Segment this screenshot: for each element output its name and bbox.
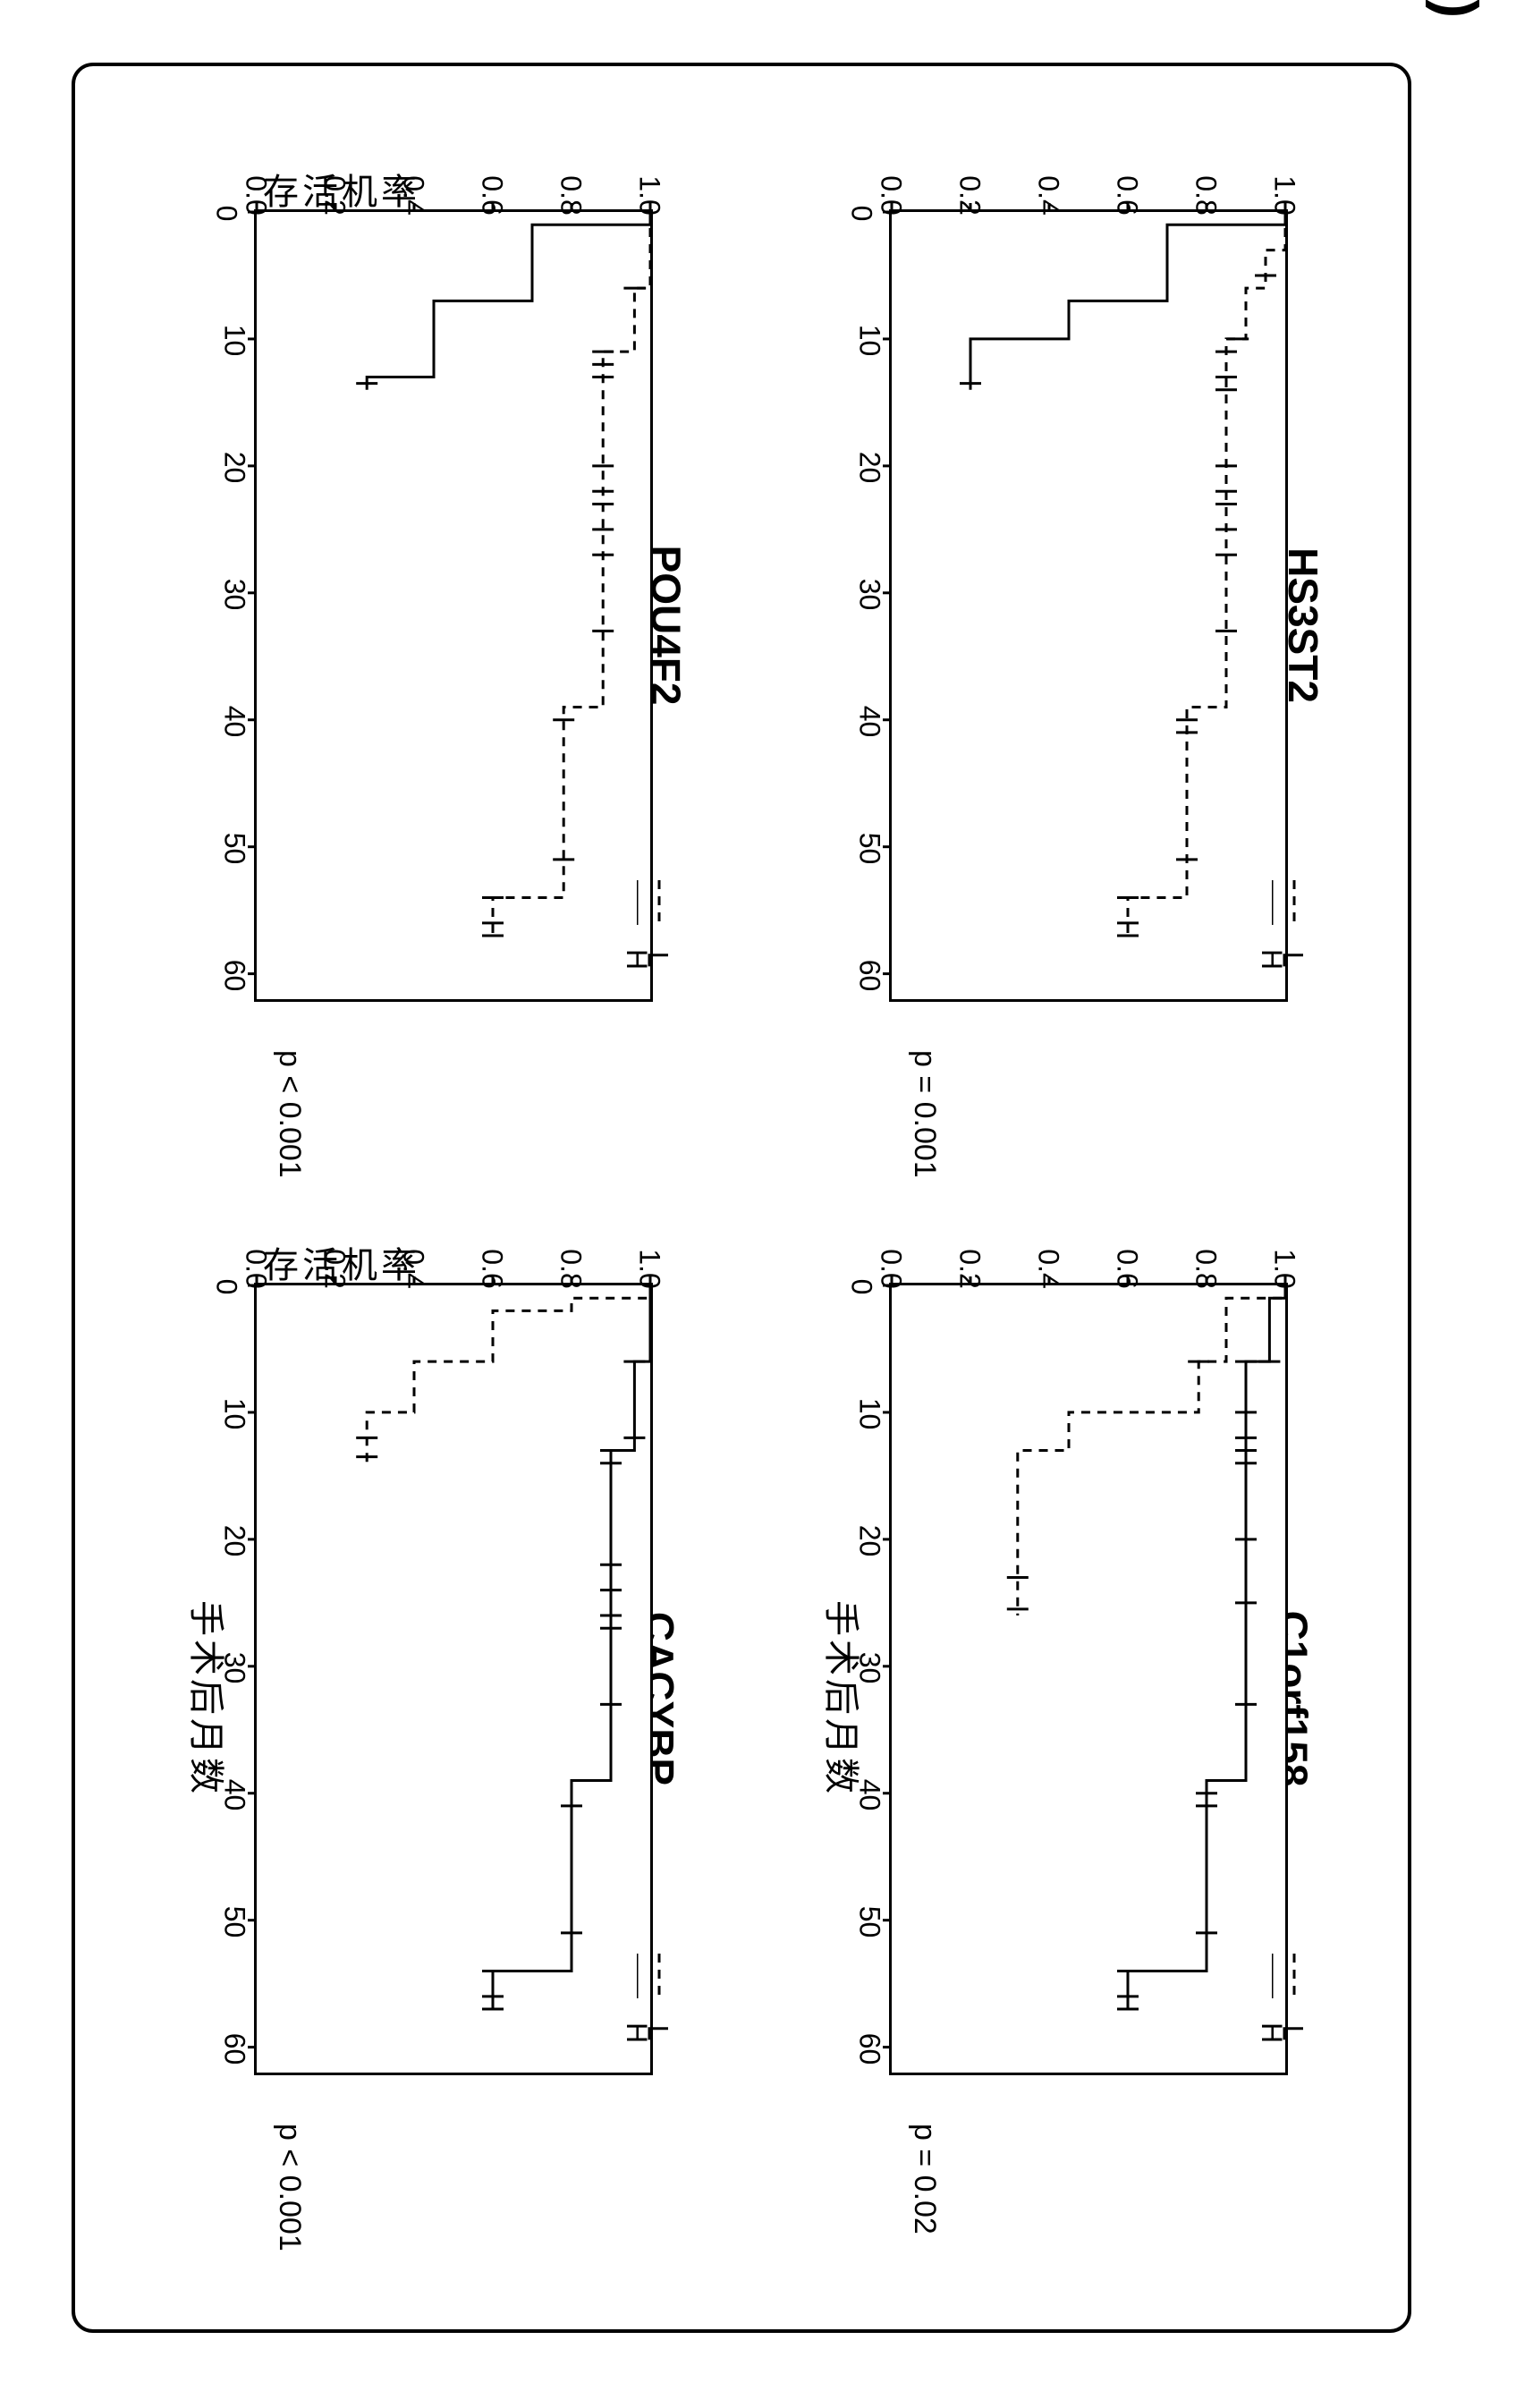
x-tick-label: 0 bbox=[209, 206, 242, 222]
y-tick-label: 0.8 bbox=[555, 175, 588, 215]
y-tick-label: 0.4 bbox=[1032, 1249, 1065, 1288]
x-tick-label: 0 bbox=[844, 1279, 877, 1295]
x-tick-label: 50 bbox=[852, 832, 885, 864]
km-chart bbox=[892, 212, 1285, 999]
figure-border: 存活机率 POU4F2 HL 0.00.20.40.60.81.00102030… bbox=[72, 63, 1411, 2333]
x-tick-label: 30 bbox=[852, 1652, 885, 1684]
y-tick-label: 1.0 bbox=[633, 1249, 666, 1288]
legend-l-label: L bbox=[640, 2025, 673, 2041]
x-tick-label: 40 bbox=[217, 705, 250, 737]
y-tick-label: 0.4 bbox=[1032, 175, 1065, 215]
plot-cacybp: 存活机率 手术后月数 CACYBP HL 0.00.20.40.60.81.00… bbox=[129, 1211, 737, 2186]
panel-label: (b) bbox=[1425, 0, 1491, 18]
y-tick-label: 0.0 bbox=[875, 1249, 908, 1288]
plot-pou4f2: 存活机率 POU4F2 HL 0.00.20.40.60.81.00102030… bbox=[129, 138, 737, 1113]
x-tick-label: 50 bbox=[217, 1905, 250, 1937]
x-tick-label: 10 bbox=[852, 1398, 885, 1430]
legend: HL bbox=[1272, 871, 1317, 996]
axis-box bbox=[254, 209, 653, 1002]
km-chart bbox=[257, 212, 650, 999]
x-tick-label: 50 bbox=[217, 832, 250, 864]
x-tick-label: 20 bbox=[852, 452, 885, 484]
p-value: p < 0.001 bbox=[272, 1050, 307, 1178]
x-tick-label: 10 bbox=[217, 1398, 250, 1430]
y-tick-label: 0.6 bbox=[476, 1249, 509, 1288]
y-tick-label: 0.0 bbox=[240, 175, 273, 215]
legend-l-label: L bbox=[1275, 952, 1309, 968]
y-tick-label: 0.2 bbox=[318, 175, 351, 215]
x-tick-label: 40 bbox=[217, 1778, 250, 1810]
y-tick-label: 1.0 bbox=[1268, 1249, 1301, 1288]
x-tick-label: 60 bbox=[852, 2032, 885, 2065]
y-tick-label: 1.0 bbox=[633, 175, 666, 215]
y-tick-label: 0.6 bbox=[476, 175, 509, 215]
y-tick-label: 0.8 bbox=[1190, 1249, 1223, 1288]
axis-box bbox=[889, 1283, 1288, 2075]
legend-l-label: L bbox=[1275, 2025, 1309, 2041]
km-chart bbox=[257, 1285, 650, 2073]
y-tick-label: 0.6 bbox=[1111, 175, 1144, 215]
legend-l-label: L bbox=[640, 952, 673, 968]
x-tick-label: 30 bbox=[852, 579, 885, 611]
p-value: p = 0.001 bbox=[907, 1050, 942, 1178]
y-tick-label: 0.6 bbox=[1111, 1249, 1144, 1288]
legend: HL bbox=[637, 1945, 682, 2070]
plot-hs3st2: 存活机率 HS3ST2 HL 0.00.20.40.60.81.00102030… bbox=[764, 138, 1372, 1113]
plot-c1orf158: 存活机率 手术后月数 C1orf158 HL 0.00.20.40.60.81.… bbox=[764, 1211, 1372, 2186]
p-value: p < 0.001 bbox=[272, 2124, 307, 2251]
y-tick-label: 0.2 bbox=[318, 1249, 351, 1288]
x-tick-label: 60 bbox=[852, 959, 885, 991]
x-tick-label: 0 bbox=[844, 206, 877, 222]
y-tick-label: 0.2 bbox=[953, 175, 987, 215]
y-tick-label: 0.0 bbox=[875, 175, 908, 215]
km-chart bbox=[892, 1285, 1285, 2073]
x-tick-label: 60 bbox=[217, 959, 250, 991]
x-axis-label: 手术后月数 bbox=[818, 1600, 870, 1797]
x-tick-label: 10 bbox=[852, 325, 885, 357]
x-tick-label: 20 bbox=[852, 1525, 885, 1557]
x-tick-label: 0 bbox=[209, 1279, 242, 1295]
axis-box bbox=[889, 209, 1288, 1002]
x-tick-label: 10 bbox=[217, 325, 250, 357]
legend: HL bbox=[637, 871, 682, 996]
x-tick-label: 60 bbox=[217, 2032, 250, 2065]
x-tick-label: 50 bbox=[852, 1905, 885, 1937]
y-tick-label: 0.2 bbox=[953, 1249, 987, 1288]
x-tick-label: 30 bbox=[217, 579, 250, 611]
y-tick-label: 0.4 bbox=[397, 1249, 430, 1288]
figure-root: 存活机率 POU4F2 HL 0.00.20.40.60.81.00102030… bbox=[0, 0, 1516, 2408]
axis-box bbox=[254, 1283, 653, 2075]
x-tick-label: 20 bbox=[217, 452, 250, 484]
x-tick-label: 30 bbox=[217, 1652, 250, 1684]
y-tick-label: 0.4 bbox=[397, 175, 430, 215]
p-value: p = 0.02 bbox=[907, 2124, 942, 2234]
plot-grid: 存活机率 POU4F2 HL 0.00.20.40.60.81.00102030… bbox=[75, 66, 1408, 2329]
x-tick-label: 20 bbox=[217, 1525, 250, 1557]
x-tick-label: 40 bbox=[852, 1778, 885, 1810]
y-tick-label: 0.8 bbox=[1190, 175, 1223, 215]
legend: HL bbox=[1272, 1945, 1317, 2070]
y-tick-label: 0.8 bbox=[555, 1249, 588, 1288]
y-tick-label: 0.0 bbox=[240, 1249, 273, 1288]
x-tick-label: 40 bbox=[852, 705, 885, 737]
x-axis-label: 手术后月数 bbox=[183, 1600, 235, 1797]
y-tick-label: 1.0 bbox=[1268, 175, 1301, 215]
